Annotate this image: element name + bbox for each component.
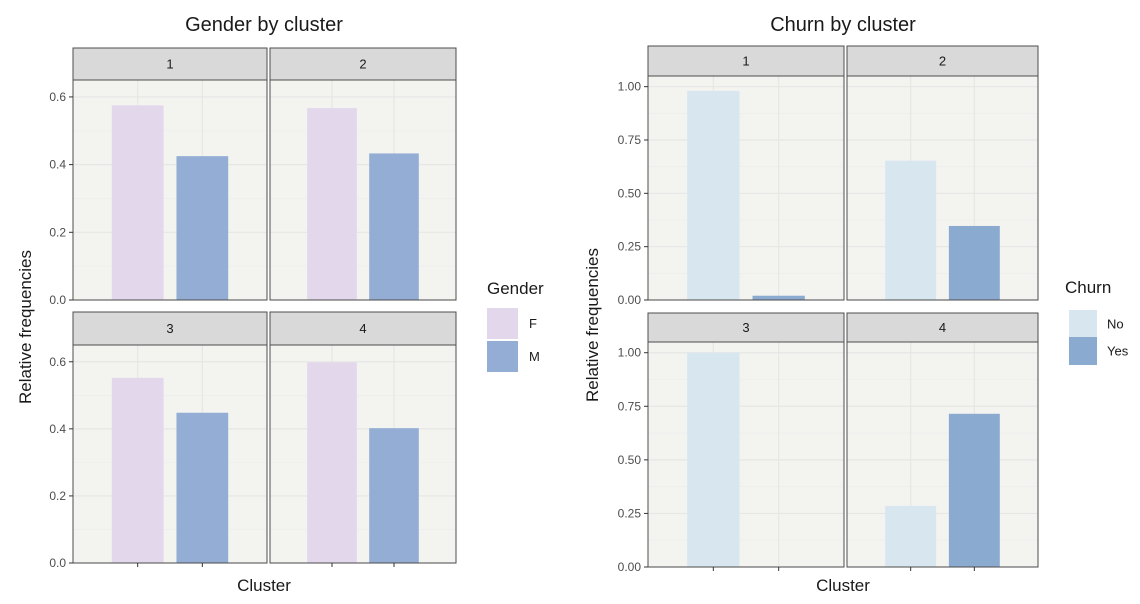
legend-label-yes: Yes — [1107, 344, 1129, 359]
y-tick-label: 0.75 — [618, 399, 642, 413]
plot-background — [73, 345, 267, 563]
y-axis-title: Relative frequencies — [583, 248, 602, 402]
facet-strip-label: 4 — [939, 320, 946, 335]
facet-strip-label: 2 — [939, 54, 946, 69]
y-axis-title: Relative frequencies — [16, 250, 35, 404]
facet-strip-label: 3 — [742, 320, 749, 335]
bar-f — [111, 377, 164, 563]
bar-no — [885, 505, 937, 567]
bar-m — [176, 156, 229, 300]
bar-yes — [948, 225, 1000, 300]
y-tick-label: 0.4 — [49, 158, 66, 172]
facet-strip-label: 3 — [166, 321, 173, 336]
y-tick-label: 1.00 — [618, 346, 642, 360]
plot-background — [648, 76, 844, 300]
legend: Churn No Yes — [1065, 278, 1129, 365]
x-axis-title: Cluster — [816, 576, 870, 595]
chart-title: Churn by cluster — [770, 14, 916, 36]
facet-strip — [72, 47, 268, 81]
bar-yes — [752, 295, 805, 300]
bar-m — [176, 412, 229, 563]
legend-label-m: M — [529, 349, 540, 364]
legend-label-f: F — [529, 316, 537, 331]
legend-swatch-m — [487, 341, 518, 372]
panel-border — [72, 344, 268, 564]
legend-swatch-yes — [1069, 337, 1097, 365]
y-tick-label: 0.75 — [618, 133, 642, 147]
facet-strip — [72, 311, 268, 346]
panel-border — [72, 79, 268, 301]
plot-background — [270, 345, 456, 563]
plot-background — [73, 80, 267, 300]
chart-2: Churn by cluster 1 0.00 0.25 0.50 0.75 1.00 2 3 0… — [583, 14, 1129, 595]
facet-panel-4: 4 — [269, 311, 457, 567]
facet-panel-1: 1 0.00 0.25 0.50 0.75 1.00 — [618, 45, 845, 307]
legend-title: Gender — [487, 279, 544, 298]
chart-1: Gender by cluster 1 0.0 0.2 0.4 0.6 2 3 0.0 0.2 0.… — [16, 14, 544, 595]
legend-title: Churn — [1065, 278, 1111, 297]
x-axis-title: Cluster — [237, 576, 291, 595]
facet-strip — [647, 312, 845, 343]
y-tick-label: 0.00 — [618, 560, 642, 574]
facet-strip-label: 1 — [742, 54, 749, 69]
panel-border — [846, 75, 1039, 301]
y-tick-label: 0.0 — [49, 293, 66, 307]
bar-m — [369, 153, 419, 300]
y-tick-label: 0.0 — [49, 556, 66, 570]
panel-border — [647, 75, 845, 301]
facet-strip-label: 1 — [166, 57, 173, 72]
panel-border — [647, 341, 845, 568]
chart-title: Gender by cluster — [185, 14, 343, 36]
y-tick-label: 0.25 — [618, 506, 642, 520]
facet-panel-3: 3 0.0 0.2 0.4 0.6 — [49, 311, 268, 570]
panel-border — [846, 341, 1039, 568]
bar-no — [687, 90, 740, 300]
facet-strip-label: 2 — [359, 57, 366, 72]
bar-f — [307, 108, 357, 300]
facet-strip — [269, 311, 457, 346]
y-tick-label: 0.6 — [49, 90, 66, 104]
y-tick-label: 0.25 — [618, 240, 642, 254]
facet-strip-label: 4 — [359, 321, 366, 336]
panel-border — [269, 344, 457, 564]
facet-panel-3: 3 0.00 0.25 0.50 0.75 1.00 — [618, 312, 845, 574]
facet-strip — [846, 312, 1039, 343]
facet-panel-2: 2 — [846, 45, 1039, 301]
bar-yes — [948, 413, 1000, 567]
legend-swatch-f — [487, 308, 518, 339]
bar-f — [111, 105, 164, 300]
legend-swatch-no — [1069, 310, 1097, 338]
plot-background — [847, 76, 1038, 300]
y-tick-label: 0.50 — [618, 453, 642, 467]
plot-background — [847, 342, 1038, 567]
facet-strip — [647, 45, 845, 77]
y-tick-label: 0.2 — [49, 489, 66, 503]
plot-background — [270, 80, 456, 300]
bar-m — [369, 428, 419, 563]
bar-no — [885, 160, 937, 300]
y-tick-label: 0.6 — [49, 355, 66, 369]
y-tick-label: 0.50 — [618, 186, 642, 200]
y-tick-label: 0.00 — [618, 293, 642, 307]
plot-background — [648, 342, 844, 567]
facet-panel-2: 2 — [269, 47, 457, 301]
y-tick-label: 0.2 — [49, 225, 66, 239]
facet-strip — [846, 45, 1039, 77]
legend: Gender F M — [487, 279, 544, 372]
y-tick-label: 0.4 — [49, 422, 66, 436]
bar-f — [307, 362, 357, 563]
legend-label-no: No — [1107, 317, 1124, 332]
facet-panel-1: 1 0.0 0.2 0.4 0.6 — [49, 47, 268, 307]
panel-border — [269, 79, 457, 301]
facet-panel-4: 4 — [846, 312, 1039, 571]
y-tick-label: 1.00 — [618, 80, 642, 94]
bar-no — [687, 352, 740, 567]
